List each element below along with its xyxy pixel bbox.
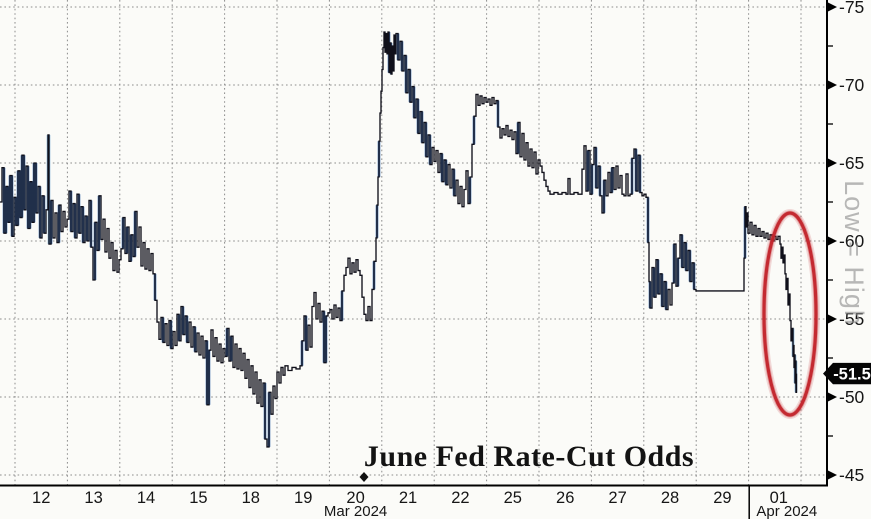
last-price-flag bbox=[823, 362, 871, 385]
y-axis-label: -70 bbox=[839, 75, 865, 95]
x-axis-day-label: 18 bbox=[242, 489, 260, 507]
x-axis-day-label: 27 bbox=[608, 489, 626, 507]
watermark-low-high: Low = High bbox=[839, 180, 869, 326]
x-axis-day-label: 28 bbox=[661, 489, 679, 507]
x-axis-day-label: 01 bbox=[770, 489, 788, 507]
y-tick-arrow-icon bbox=[828, 314, 837, 324]
x-axis-day-label: 13 bbox=[84, 489, 102, 507]
x-axis-day-label: 20 bbox=[346, 489, 364, 507]
axes bbox=[0, 0, 828, 519]
x-axis-day-label: 14 bbox=[137, 489, 155, 507]
highlight-ellipse bbox=[762, 211, 818, 417]
y-tick-arrow-icon bbox=[828, 470, 837, 480]
y-tick-arrow-icon bbox=[828, 158, 837, 168]
y-axis-label: -65 bbox=[839, 153, 864, 173]
y-axis-label: -60 bbox=[839, 231, 865, 251]
step-line bbox=[0, 31, 798, 448]
price-series-blue-bars bbox=[2, 31, 798, 447]
gridlines bbox=[0, 0, 827, 486]
price-series bbox=[0, 31, 798, 448]
x-axis-day-label: 26 bbox=[556, 489, 574, 507]
y-axis[interactable]: -75 -70 -65 -60 -55 -50 -45 bbox=[827, 0, 865, 485]
x-axis-day-label: 25 bbox=[504, 489, 522, 507]
event-marker-diamond bbox=[359, 472, 369, 482]
x-axis-day-label: 12 bbox=[32, 489, 50, 507]
x-axis-day-label: 21 bbox=[399, 489, 417, 507]
y-tick-arrow-icon bbox=[828, 392, 837, 402]
y-tick-arrow-icon bbox=[828, 2, 837, 12]
x-axis[interactable]: 12 13 14 15 18 19 20 21 22 25 26 27 28 29 01 Mar 2024 Ap… bbox=[32, 489, 817, 519]
x-axis-day-label: 19 bbox=[294, 489, 312, 507]
y-axis-label: -45 bbox=[839, 465, 864, 485]
highlight-annotation bbox=[760, 209, 820, 419]
chart-title: June Fed Rate-Cut Odds bbox=[363, 440, 695, 473]
last-price-value: -51.5 bbox=[833, 366, 871, 384]
x-axis-day-label: 22 bbox=[451, 489, 469, 507]
x-axis-month-label: Mar 2024 bbox=[324, 503, 387, 519]
x-axis-day-label: 15 bbox=[189, 489, 207, 507]
y-axis-label: -50 bbox=[839, 387, 865, 407]
y-axis-label: -55 bbox=[839, 309, 864, 329]
last-price-marker: -51.5 bbox=[823, 362, 871, 385]
y-tick-arrow-icon bbox=[828, 80, 837, 90]
x-axis-month-label: Apr 2024 bbox=[756, 503, 817, 519]
y-tick-arrow-icon bbox=[828, 236, 837, 246]
y-axis-label: -75 bbox=[839, 0, 864, 17]
x-axis-day-label: 29 bbox=[713, 489, 731, 507]
